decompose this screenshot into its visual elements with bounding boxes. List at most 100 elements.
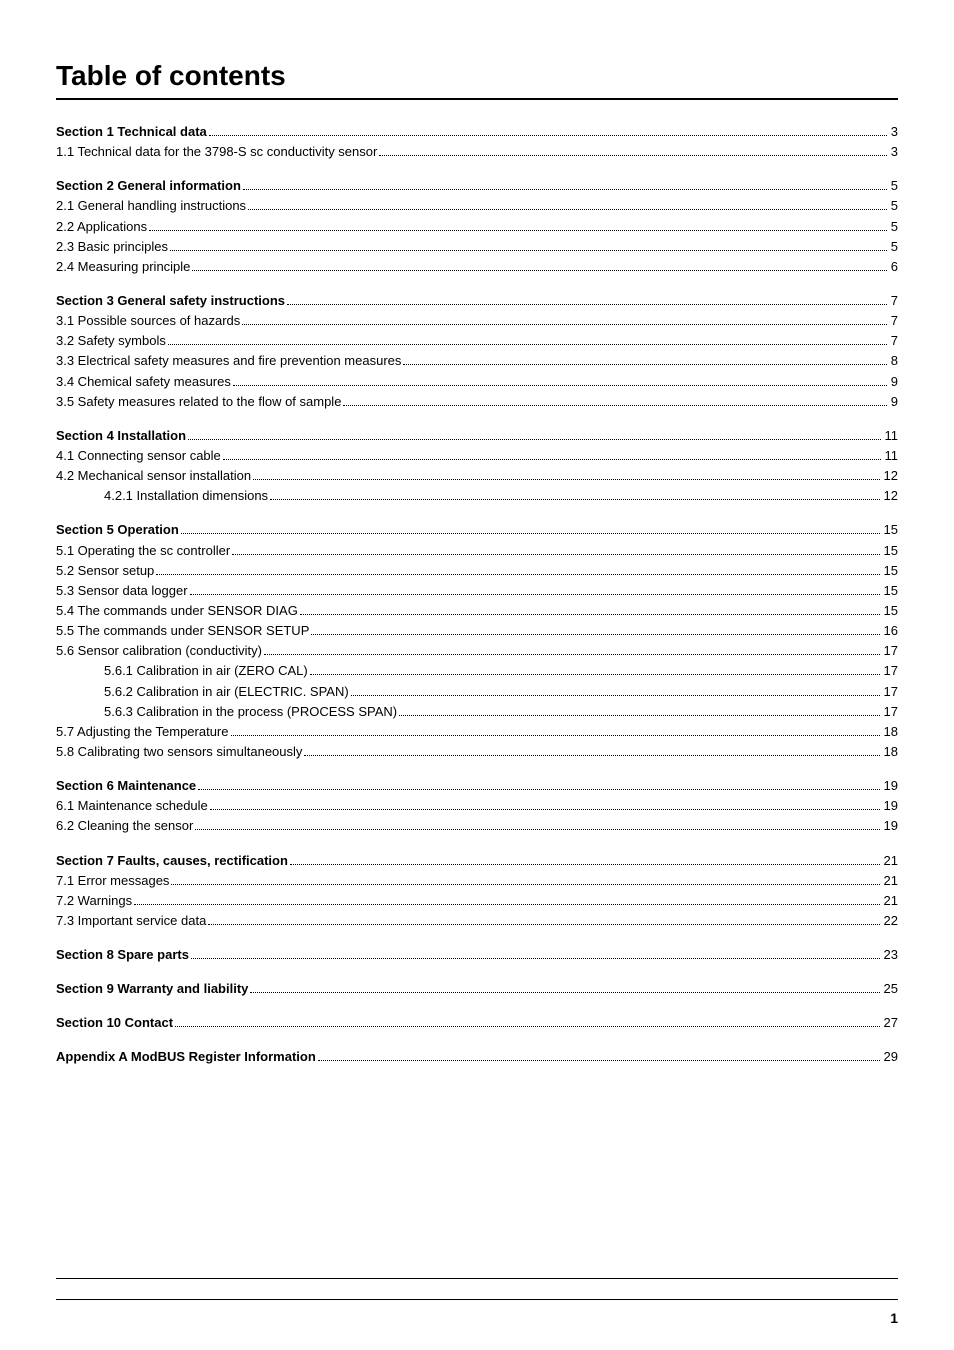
toc-entry-page: 21 <box>884 891 898 911</box>
toc-entry-page: 15 <box>884 520 898 540</box>
toc-entry-label: 5.6.2 Calibration in air (ELECTRIC. SPAN… <box>56 682 349 702</box>
toc-leader-dots <box>192 270 886 271</box>
toc-entry-page: 19 <box>884 776 898 796</box>
toc-leader-dots <box>243 189 887 190</box>
toc-entry: Section 9 Warranty and liability 25 <box>56 979 898 999</box>
toc-entry-page: 15 <box>884 581 898 601</box>
toc-entry: 4.1 Connecting sensor cable 11 <box>56 446 898 466</box>
toc-entry-label: 7.3 Important service data <box>56 911 206 931</box>
toc-entry: 7.2 Warnings 21 <box>56 891 898 911</box>
toc-entry-page: 22 <box>884 911 898 931</box>
toc-entry: 5.1 Operating the sc controller 15 <box>56 541 898 561</box>
toc-entry-page: 3 <box>891 142 898 162</box>
toc-entry-label: Appendix A ModBUS Register Information <box>56 1047 316 1067</box>
toc-entry-label: 7.1 Error messages <box>56 871 169 891</box>
toc-entry-page: 17 <box>884 661 898 681</box>
toc-entry-label: 2.2 Applications <box>56 217 147 237</box>
toc-leader-dots <box>190 594 880 595</box>
toc-leader-dots <box>198 789 879 790</box>
toc-entry-page: 16 <box>884 621 898 641</box>
footer-rule <box>56 1278 898 1300</box>
toc-entry-page: 9 <box>891 372 898 392</box>
toc-entry-label: 3.3 Electrical safety measures and fire … <box>56 351 401 371</box>
toc-entry-page: 27 <box>884 1013 898 1033</box>
toc-entry: 5.6 Sensor calibration (conductivity) 17 <box>56 641 898 661</box>
toc-entry-page: 12 <box>884 486 898 506</box>
toc-entry: 7.3 Important service data 22 <box>56 911 898 931</box>
toc-leader-dots <box>351 695 880 696</box>
toc-entry: 5.5 The commands under SENSOR SETUP 16 <box>56 621 898 641</box>
toc-leader-dots <box>209 135 887 136</box>
toc-entry-label: 5.1 Operating the sc controller <box>56 541 230 561</box>
toc-leader-dots <box>379 155 886 156</box>
toc-entry: Section 4 Installation 11 <box>56 426 898 446</box>
toc-leader-dots <box>233 385 887 386</box>
toc-entry-label: 4.2.1 Installation dimensions <box>56 486 268 506</box>
toc-entry-page: 21 <box>884 851 898 871</box>
toc-leader-dots <box>242 324 886 325</box>
toc-entry-label: Section 5 Operation <box>56 520 179 540</box>
toc-entry: Appendix A ModBUS Register Information 2… <box>56 1047 898 1067</box>
toc-leader-dots <box>248 209 887 210</box>
toc-entry: 4.2.1 Installation dimensions 12 <box>56 486 898 506</box>
toc-entry-label: Section 10 Contact <box>56 1013 173 1033</box>
toc-entry: Section 7 Faults, causes, rectification … <box>56 851 898 871</box>
toc-entry-label: 1.1 Technical data for the 3798-S sc con… <box>56 142 377 162</box>
toc-entry: 6.1 Maintenance schedule 19 <box>56 796 898 816</box>
toc-entry-label: 2.3 Basic principles <box>56 237 168 257</box>
toc-entry-label: Section 6 Maintenance <box>56 776 196 796</box>
toc-entry-label: 3.2 Safety symbols <box>56 331 166 351</box>
toc-entry: 7.1 Error messages 21 <box>56 871 898 891</box>
toc-leader-dots <box>270 499 879 500</box>
toc-entry: 3.1 Possible sources of hazards 7 <box>56 311 898 331</box>
toc-leader-dots <box>134 904 879 905</box>
toc-entry-page: 5 <box>891 237 898 257</box>
page-title: Table of contents <box>56 60 898 100</box>
toc-entry: Section 6 Maintenance 19 <box>56 776 898 796</box>
toc-entry-page: 17 <box>884 702 898 722</box>
toc-leader-dots <box>264 654 880 655</box>
toc-entry-label: 5.2 Sensor setup <box>56 561 154 581</box>
toc-entry-page: 18 <box>884 742 898 762</box>
toc-entry-label: 5.8 Calibrating two sensors simultaneous… <box>56 742 302 762</box>
toc-leader-dots <box>231 735 880 736</box>
toc-entry-page: 11 <box>885 426 899 446</box>
toc-entry-label: 3.4 Chemical safety measures <box>56 372 231 392</box>
toc-leader-dots <box>250 992 879 993</box>
toc-entry-label: 7.2 Warnings <box>56 891 132 911</box>
toc-leader-dots <box>168 344 887 345</box>
toc-leader-dots <box>403 364 886 365</box>
toc-entry-label: 2.4 Measuring principle <box>56 257 190 277</box>
toc-leader-dots <box>318 1060 880 1061</box>
toc-entry-label: 6.2 Cleaning the sensor <box>56 816 193 836</box>
toc-leader-dots <box>191 958 880 959</box>
toc-entry: 2.2 Applications 5 <box>56 217 898 237</box>
toc-entry-label: 5.4 The commands under SENSOR DIAG <box>56 601 298 621</box>
toc-entry-page: 23 <box>884 945 898 965</box>
toc-entry: 2.3 Basic principles 5 <box>56 237 898 257</box>
toc-entry-page: 19 <box>884 796 898 816</box>
toc-entry-label: Section 8 Spare parts <box>56 945 189 965</box>
toc-entry-page: 7 <box>891 311 898 331</box>
toc-entry: Section 8 Spare parts 23 <box>56 945 898 965</box>
toc-entry-page: 15 <box>884 561 898 581</box>
toc-entry-page: 17 <box>884 682 898 702</box>
toc-entry-label: Section 9 Warranty and liability <box>56 979 248 999</box>
toc-entry-label: Section 2 General information <box>56 176 241 196</box>
toc-entry-label: Section 1 Technical data <box>56 122 207 142</box>
toc-entry-label: 5.3 Sensor data logger <box>56 581 188 601</box>
toc-leader-dots <box>188 439 880 440</box>
toc-entry-page: 5 <box>891 217 898 237</box>
toc-entry: Section 1 Technical data 3 <box>56 122 898 142</box>
toc-entry: 5.6.3 Calibration in the process (PROCES… <box>56 702 898 722</box>
toc-leader-dots <box>311 634 879 635</box>
toc-entry-page: 3 <box>891 122 898 142</box>
toc-entry-page: 15 <box>884 601 898 621</box>
toc-leader-dots <box>208 924 879 925</box>
toc-leader-dots <box>181 533 880 534</box>
toc-entry: 5.3 Sensor data logger 15 <box>56 581 898 601</box>
toc-entry-page: 5 <box>891 196 898 216</box>
toc-entry-page: 18 <box>884 722 898 742</box>
toc-entry-label: 5.7 Adjusting the Temperature <box>56 722 229 742</box>
toc-leader-dots <box>253 479 879 480</box>
